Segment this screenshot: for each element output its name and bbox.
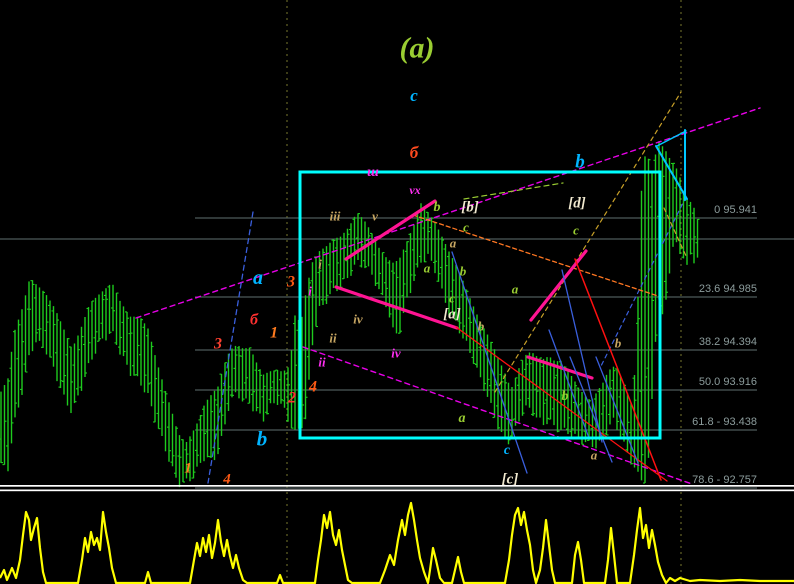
- trendline-gold-dash-long[interactable]: [494, 91, 682, 393]
- wave-label[interactable]: c: [410, 86, 418, 105]
- trendline-green-dash[interactable]: [463, 182, 564, 200]
- fib-level-label: 0 95.941: [714, 204, 757, 216]
- pane-separator-line[interactable]: [0, 485, 794, 487]
- wave-label[interactable]: 1: [184, 460, 192, 476]
- wave-label[interactable]: 3: [213, 336, 222, 353]
- fib-level-label: 38.2 94.394: [699, 336, 757, 348]
- wave-label[interactable]: a: [424, 261, 431, 276]
- wave-label[interactable]: b: [562, 389, 569, 404]
- trendline-red-trend-shallow[interactable]: [455, 326, 668, 482]
- trendline-pink-channel-1[interactable]: [344, 199, 437, 261]
- wave-label[interactable]: iii: [330, 209, 341, 224]
- wave-label[interactable]: (a): [400, 32, 435, 65]
- trendline-magenta-trend-down[interactable]: [302, 346, 693, 485]
- wave-label[interactable]: ш: [367, 165, 379, 180]
- wave-label[interactable]: c: [463, 220, 469, 235]
- wave-label[interactable]: 3: [286, 274, 295, 291]
- trendline-objects: [135, 91, 761, 485]
- fib-level-label: 50.0 93.916: [699, 376, 757, 388]
- trendline-orange-dash[interactable]: [412, 214, 662, 298]
- trendline-blue-impulse-5[interactable]: [595, 356, 639, 464]
- wave-label[interactable]: b: [434, 200, 441, 215]
- wave-label[interactable]: a: [459, 411, 466, 426]
- wave-label[interactable]: a: [450, 236, 457, 251]
- wave-label[interactable]: a: [591, 448, 598, 463]
- wave-label[interactable]: б: [410, 143, 420, 162]
- wave-label[interactable]: 4: [222, 471, 231, 487]
- wave-label[interactable]: b: [460, 264, 467, 279]
- wave-label[interactable]: c: [504, 443, 511, 458]
- wave-label[interactable]: c: [449, 291, 455, 306]
- trendline-blue-impulse-3[interactable]: [548, 329, 590, 439]
- wave-label[interactable]: [a]: [443, 306, 461, 322]
- trendline-flag-top[interactable]: [656, 130, 687, 147]
- trendline-flag-diagonal[interactable]: [655, 145, 688, 200]
- fib-level-label: 23.6 94.985: [699, 283, 757, 295]
- wave-label[interactable]: v: [372, 209, 378, 224]
- wave-label[interactable]: c: [573, 223, 579, 238]
- wave-label[interactable]: a: [253, 267, 263, 289]
- fib-level-label: 61.8 - 93.438: [692, 416, 757, 428]
- trendline-pink-channel-4[interactable]: [526, 355, 594, 380]
- wave-label[interactable]: a: [512, 282, 519, 297]
- trendline-red-trend-steep[interactable]: [574, 258, 662, 481]
- trendline-magenta-trend-up[interactable]: [135, 107, 761, 319]
- wave-label[interactable]: vx: [409, 183, 420, 197]
- wave-label[interactable]: 2: [287, 390, 296, 407]
- pane-separator-line[interactable]: [0, 489, 794, 492]
- wave-label[interactable]: b: [615, 336, 622, 351]
- wave-label[interactable]: [d]: [568, 195, 586, 211]
- wave-label[interactable]: ii: [318, 355, 326, 370]
- fib-level-label: 78.6 - 92.757: [692, 474, 757, 486]
- trendline-blue-dash-left[interactable]: [207, 211, 254, 484]
- wave-label[interactable]: [c]: [502, 471, 519, 487]
- trendline-blue-impulse-2[interactable]: [561, 269, 603, 443]
- trendline-gold-dash-short[interactable]: [663, 207, 688, 259]
- wave-label[interactable]: [b]: [461, 199, 479, 215]
- trendline-blue-impulse-4[interactable]: [569, 356, 613, 463]
- oscillator-line: [0, 501, 794, 584]
- wave-label[interactable]: 4: [308, 379, 317, 396]
- wave-label[interactable]: iv: [391, 346, 401, 361]
- wave-label[interactable]: 1: [270, 325, 278, 342]
- wave-label[interactable]: б: [250, 312, 259, 329]
- wave-label[interactable]: i: [308, 284, 312, 299]
- trendline-pink-channel-2[interactable]: [334, 285, 459, 330]
- trendline-blue-impulse-1[interactable]: [451, 251, 528, 474]
- wave-label[interactable]: b: [575, 152, 585, 173]
- wave-label[interactable]: ii: [329, 331, 337, 346]
- wave-label[interactable]: b: [257, 426, 268, 450]
- wave-label[interactable]: iv: [353, 312, 363, 327]
- wave-label[interactable]: b: [478, 319, 485, 334]
- rectangle-object[interactable]: [298, 170, 662, 440]
- wave-label[interactable]: i: [318, 257, 322, 272]
